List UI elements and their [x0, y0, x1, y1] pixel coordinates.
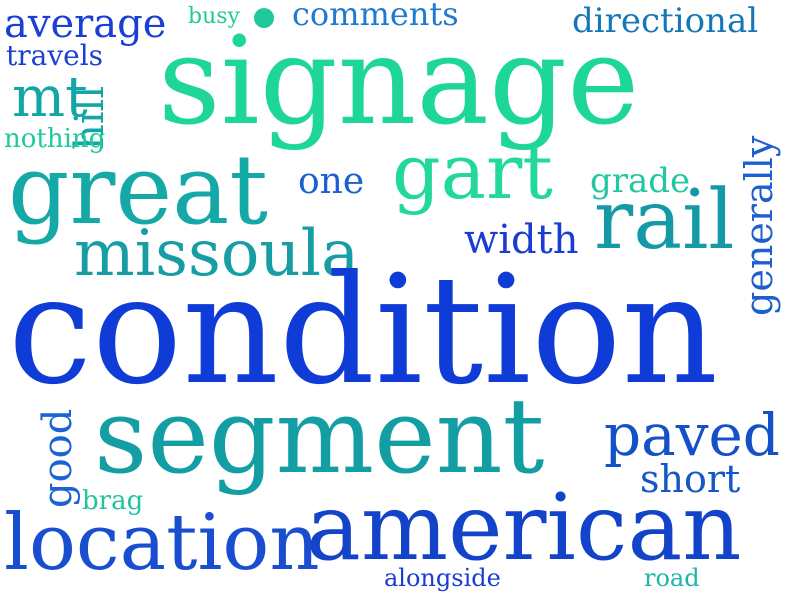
word-road: road — [644, 564, 700, 592]
word-missoula: missoula — [74, 217, 360, 291]
word-one: one — [298, 161, 365, 202]
dot-marker — [254, 8, 274, 28]
word-condition: condition — [8, 244, 719, 418]
word-good: good — [35, 408, 81, 508]
word-paved: paved — [604, 401, 780, 469]
word-short: short — [640, 457, 741, 501]
word-alongside: alongside — [384, 564, 501, 592]
word-mt: mt — [12, 65, 88, 130]
word-travels: travels — [6, 39, 104, 72]
word-rail: rail — [594, 173, 735, 268]
word-width: width — [464, 217, 579, 263]
word-location: location — [4, 498, 320, 588]
word-american: american — [306, 474, 742, 581]
word-gart: gart — [392, 127, 553, 216]
word-directional: directional — [572, 1, 759, 41]
word-grade: grade — [590, 161, 691, 201]
word-generally: generally — [737, 135, 781, 316]
word-comments: comments — [292, 0, 459, 33]
word-signage: signage — [158, 10, 640, 152]
word-nothing: nothing — [4, 124, 106, 154]
word-average: average — [4, 1, 167, 47]
word-brag: brag — [82, 486, 144, 516]
word-segment: segment — [94, 375, 545, 497]
word-busy: busy — [188, 4, 240, 29]
word-great: great — [8, 134, 268, 246]
